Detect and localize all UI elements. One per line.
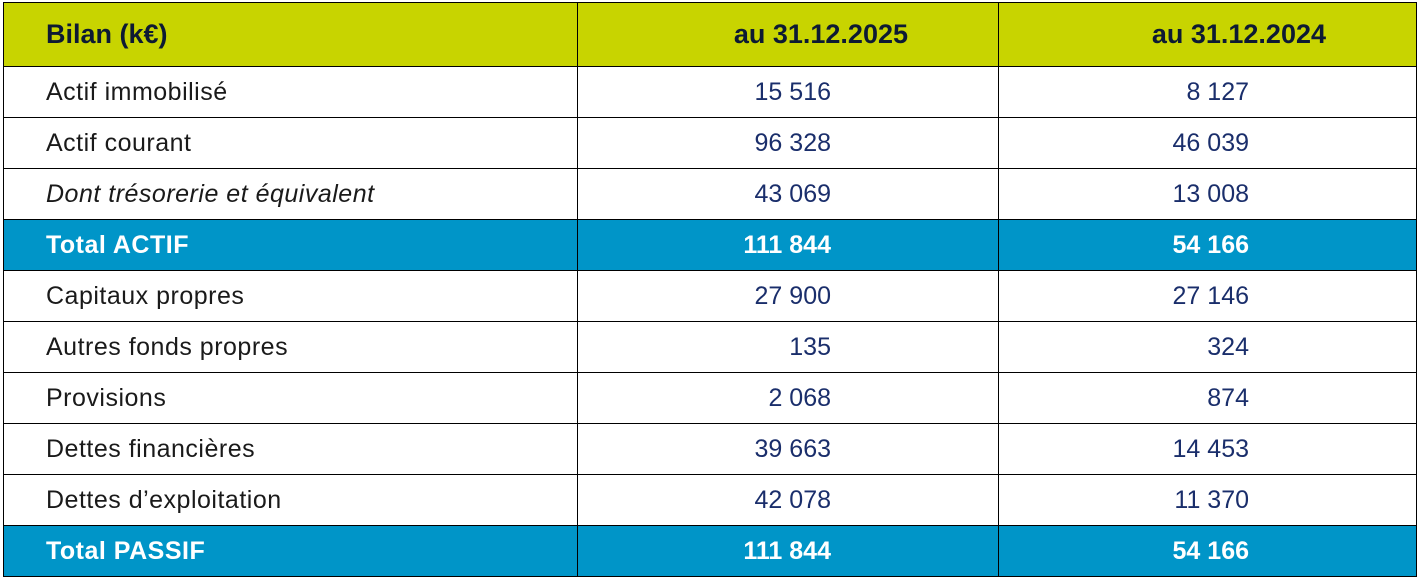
value-cell: 135 [577,321,999,373]
row-label: Total ACTIF [3,219,578,271]
row-label: Actif immobilisé [3,66,578,118]
value-cell: 2 068 [577,372,999,424]
value-cell: 874 [998,372,1417,424]
table-row: Provisions 2 068 874 [3,372,1417,424]
value-cell: 27 900 [577,270,999,322]
value-cell: 39 663 [577,423,999,475]
row-label: Capitaux propres [3,270,578,322]
row-label: Dettes financières [3,423,578,475]
table-row: Total PASSIF 111 844 54 166 [3,525,1417,577]
table-row: Dont trésorerie et équivalent 43 069 13 00… [3,168,1417,220]
balance-table: Bilan (k€) au 31.12.2025 au 31.12.2024 A… [3,2,1417,577]
header-cell: au 31.12.2025 [577,2,999,67]
row-label: Total PASSIF [3,525,578,577]
value-cell: 96 328 [577,117,999,169]
table-row: Capitaux propres 27 900 27 146 [3,270,1417,322]
table-row: Actif courant 96 328 46 039 [3,117,1417,169]
table-row: Total ACTIF 111 844 54 166 [3,219,1417,271]
row-label: Autres fonds propres [3,321,578,373]
value-cell: 43 069 [577,168,999,220]
value-cell: 111 844 [577,525,999,577]
value-cell: 54 166 [998,525,1417,577]
row-label: Provisions [3,372,578,424]
value-cell: 8 127 [998,66,1417,118]
table-row: Dettes d’exploitation 42 078 11 370 [3,474,1417,526]
table-row: Autres fonds propres 135 324 [3,321,1417,373]
table-row: Dettes financières 39 663 14 453 [3,423,1417,475]
row-label: Actif courant [3,117,578,169]
value-cell: 11 370 [998,474,1417,526]
value-cell: 27 146 [998,270,1417,322]
table-row: Actif immobilisé 15 516 8 127 [3,66,1417,118]
value-cell: 14 453 [998,423,1417,475]
value-cell: 324 [998,321,1417,373]
value-cell: 111 844 [577,219,999,271]
value-cell: 13 008 [998,168,1417,220]
value-cell: 42 078 [577,474,999,526]
table-body: Actif immobilisé 15 516 8 127 Actif courant… [3,66,1417,577]
header-cell: Bilan (k€) [3,2,578,67]
value-cell: 46 039 [998,117,1417,169]
row-label: Dont trésorerie et équivalent [3,168,578,220]
row-label: Dettes d’exploitation [3,474,578,526]
value-cell: 54 166 [998,219,1417,271]
value-cell: 15 516 [577,66,999,118]
header-cell: au 31.12.2024 [998,2,1417,67]
header-row: Bilan (k€) au 31.12.2025 au 31.12.2024 [3,2,1417,67]
